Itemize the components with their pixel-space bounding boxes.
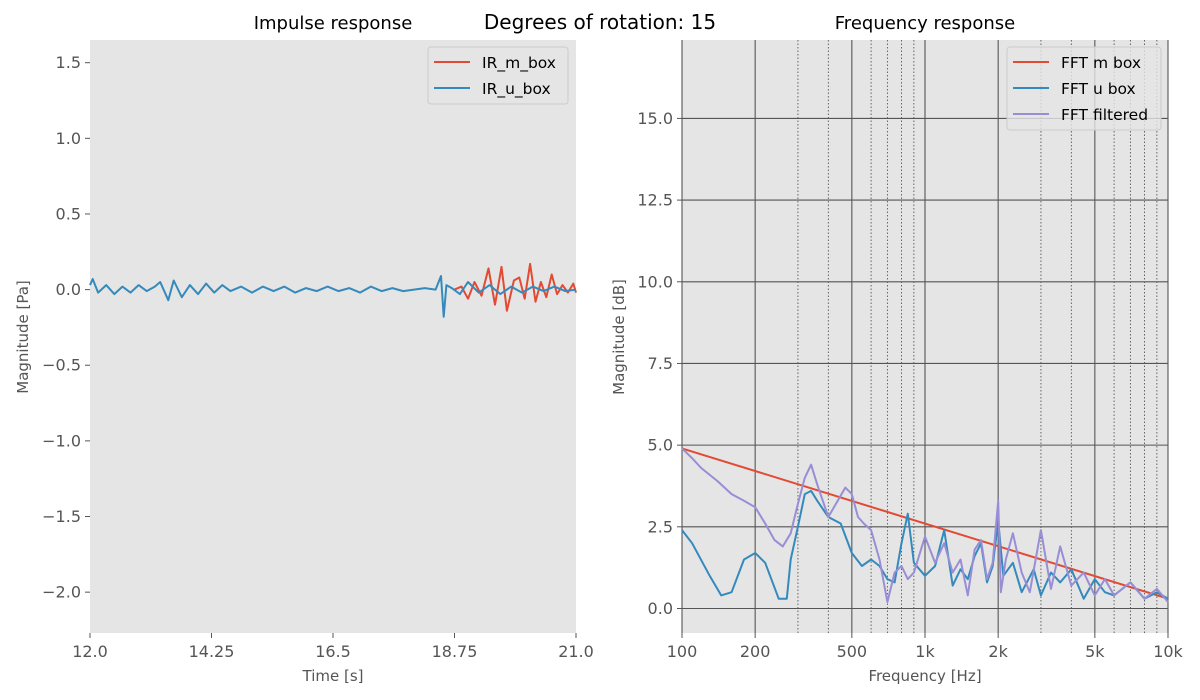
x-tick-label: 10k	[1153, 642, 1183, 661]
frequency-legend: FFT m box FFT u box FFT filtered	[1006, 46, 1162, 131]
frequency-response-panel: Frequency response 100 200 500 1k 2k 5k 10k 0.0…	[610, 13, 1184, 685]
frequency-x-axis-label: Frequency [Hz]	[868, 667, 981, 685]
legend-label-fft-m-box: FFT m box	[1061, 54, 1141, 72]
y-tick-label: 0.0	[56, 280, 81, 299]
y-tick-label: 2.5	[648, 517, 673, 536]
legend-label-ir-m-box: IR_m_box	[482, 54, 556, 73]
y-tick-label: 1.5	[56, 53, 81, 72]
impulse-response-panel: Impulse response 12.0 14.25 16.5 18.75 21.0 −…	[14, 13, 594, 685]
x-tick-label: 18.75	[432, 642, 478, 661]
figure-suptitle: Degrees of rotation: 15	[484, 10, 716, 34]
legend-label-ir-u-box: IR_u_box	[482, 80, 551, 99]
series-line-fft-u-box	[681, 489, 1169, 600]
legend-label-fft-filtered: FFT filtered	[1061, 106, 1148, 124]
y-tick-label: −1.0	[42, 431, 81, 450]
y-tick-label: 7.5	[648, 354, 673, 373]
frequency-plot-title: Frequency response	[835, 13, 1015, 34]
series-line-fft-m-box	[681, 447, 1169, 600]
frequency-legend-frame	[1006, 46, 1162, 131]
impulse-series-lines	[89, 262, 577, 318]
y-tick-label: 12.5	[637, 191, 673, 210]
x-tick-label: 2k	[988, 642, 1008, 661]
series-line-fft-filtered	[681, 447, 1169, 603]
series-line-ir-u-box	[89, 275, 577, 318]
impulse-axis-ticks: 12.0 14.25 16.5 18.75 21.0 −2.0 −1.5 −1.0 −0.5 0.…	[42, 53, 594, 661]
x-tick-label: 14.25	[189, 642, 235, 661]
x-tick-label: 12.0	[72, 642, 108, 661]
y-tick-label: 5.0	[648, 436, 673, 455]
y-tick-label: −1.5	[42, 507, 81, 526]
y-tick-label: 15.0	[637, 109, 673, 128]
impulse-x-axis-label: Time [s]	[302, 667, 364, 685]
x-tick-label: 1k	[915, 642, 935, 661]
x-tick-label: 200	[740, 642, 771, 661]
x-tick-label: 16.5	[315, 642, 351, 661]
frequency-axis-ticks: 100 200 500 1k 2k 5k 10k 0.0 2.5 5.0 7.5 10.0 12.5 15…	[637, 109, 1183, 661]
impulse-legend: IR_m_box IR_u_box	[427, 46, 569, 105]
impulse-plot-background	[90, 40, 576, 633]
x-tick-label: 100	[667, 642, 698, 661]
frequency-series-lines	[681, 447, 1169, 603]
frequency-grid	[681, 40, 1169, 633]
impulse-y-axis-label: Magnitude [Pa]	[14, 280, 32, 394]
y-tick-label: 0.0	[648, 599, 673, 618]
y-tick-label: 0.5	[56, 204, 81, 223]
y-tick-label: −0.5	[42, 356, 81, 375]
x-tick-label: 500	[837, 642, 868, 661]
frequency-y-axis-label: Magnitude [dB]	[610, 279, 628, 395]
legend-label-fft-u-box: FFT u box	[1061, 80, 1136, 98]
x-tick-label: 21.0	[558, 642, 594, 661]
impulse-plot-title: Impulse response	[254, 13, 413, 34]
y-tick-label: 1.0	[56, 129, 81, 148]
x-tick-label: 5k	[1085, 642, 1105, 661]
y-tick-label: −2.0	[42, 583, 81, 602]
y-tick-label: 10.0	[637, 272, 673, 291]
